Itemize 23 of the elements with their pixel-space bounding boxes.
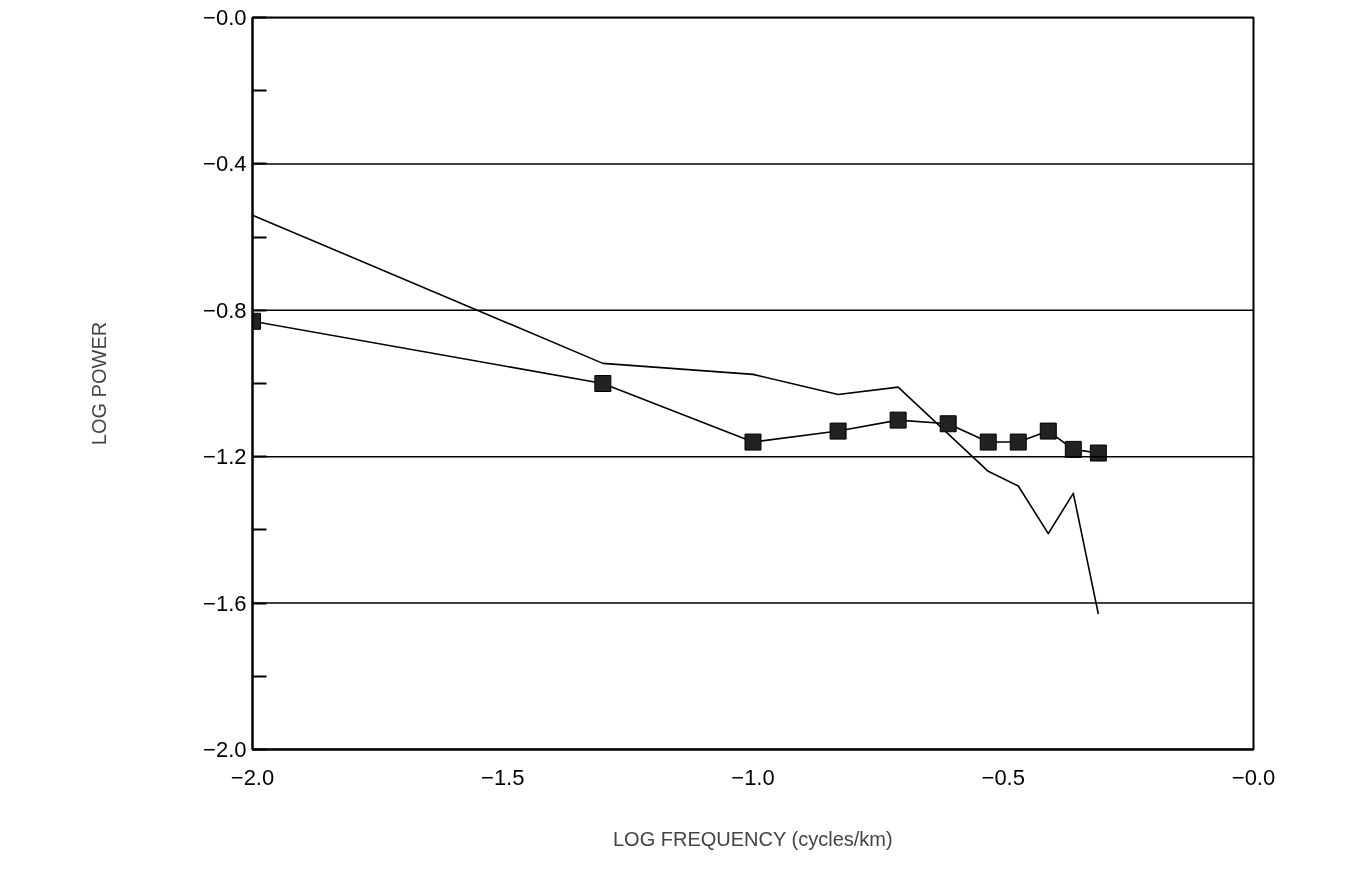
y-tick-label: −0.8 [203,297,247,323]
x-tick-label: −1.5 [481,764,525,790]
y-tick-label: −1.6 [203,590,247,616]
x-tick-label: −1.0 [731,764,775,790]
y-tick-label: −1.2 [203,444,247,470]
y-tick-label: −0.4 [203,151,247,177]
x-tick-label: −0.5 [981,764,1025,790]
point [1009,433,1027,451]
point [1064,440,1082,458]
point [979,433,997,451]
x-tick-label: −0.0 [1231,764,1276,790]
y-tick-label: −2.0 [203,737,247,762]
point [594,375,612,392]
x-axis-title: LOG FREQUENCY (cycles/km) [612,827,893,850]
y-axis-title: LOG POWER [88,321,111,446]
point [1039,422,1057,440]
y-tick-label: −0.0 [203,5,247,30]
point [829,422,847,440]
point [889,411,907,429]
x-tick-label: −2.0 [230,764,275,790]
point [939,415,957,433]
point [1089,444,1107,462]
point [744,433,762,451]
